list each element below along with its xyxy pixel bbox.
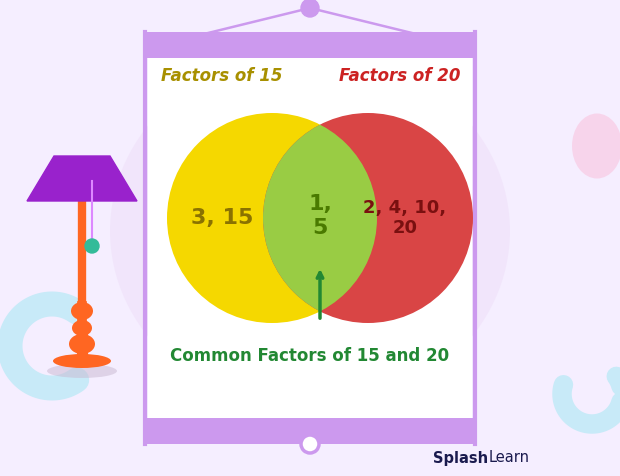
Text: 2, 4, 10,
20: 2, 4, 10, 20: [363, 198, 446, 238]
Text: Factors of 15: Factors of 15: [161, 67, 283, 85]
Text: 1,
5: 1, 5: [308, 194, 332, 238]
Bar: [148, 58, 472, 418]
Text: 3, 15: 3, 15: [191, 208, 253, 228]
Ellipse shape: [110, 51, 510, 411]
Ellipse shape: [69, 334, 95, 354]
Text: Learn: Learn: [489, 450, 530, 466]
Ellipse shape: [47, 364, 117, 378]
Circle shape: [85, 239, 99, 253]
Polygon shape: [27, 156, 137, 201]
Circle shape: [301, 435, 319, 453]
Text: Splash: Splash: [433, 450, 488, 466]
Circle shape: [301, 0, 319, 17]
Ellipse shape: [72, 320, 92, 336]
Ellipse shape: [167, 113, 377, 323]
Ellipse shape: [53, 354, 111, 368]
Bar: [145, 32, 475, 58]
Text: Factors of 20: Factors of 20: [339, 67, 461, 85]
Bar: [145, 418, 475, 444]
Ellipse shape: [71, 302, 93, 320]
Ellipse shape: [263, 113, 473, 323]
Ellipse shape: [572, 113, 620, 178]
Text: Common Factors of 15 and 20: Common Factors of 15 and 20: [170, 347, 450, 365]
Ellipse shape: [167, 113, 377, 323]
